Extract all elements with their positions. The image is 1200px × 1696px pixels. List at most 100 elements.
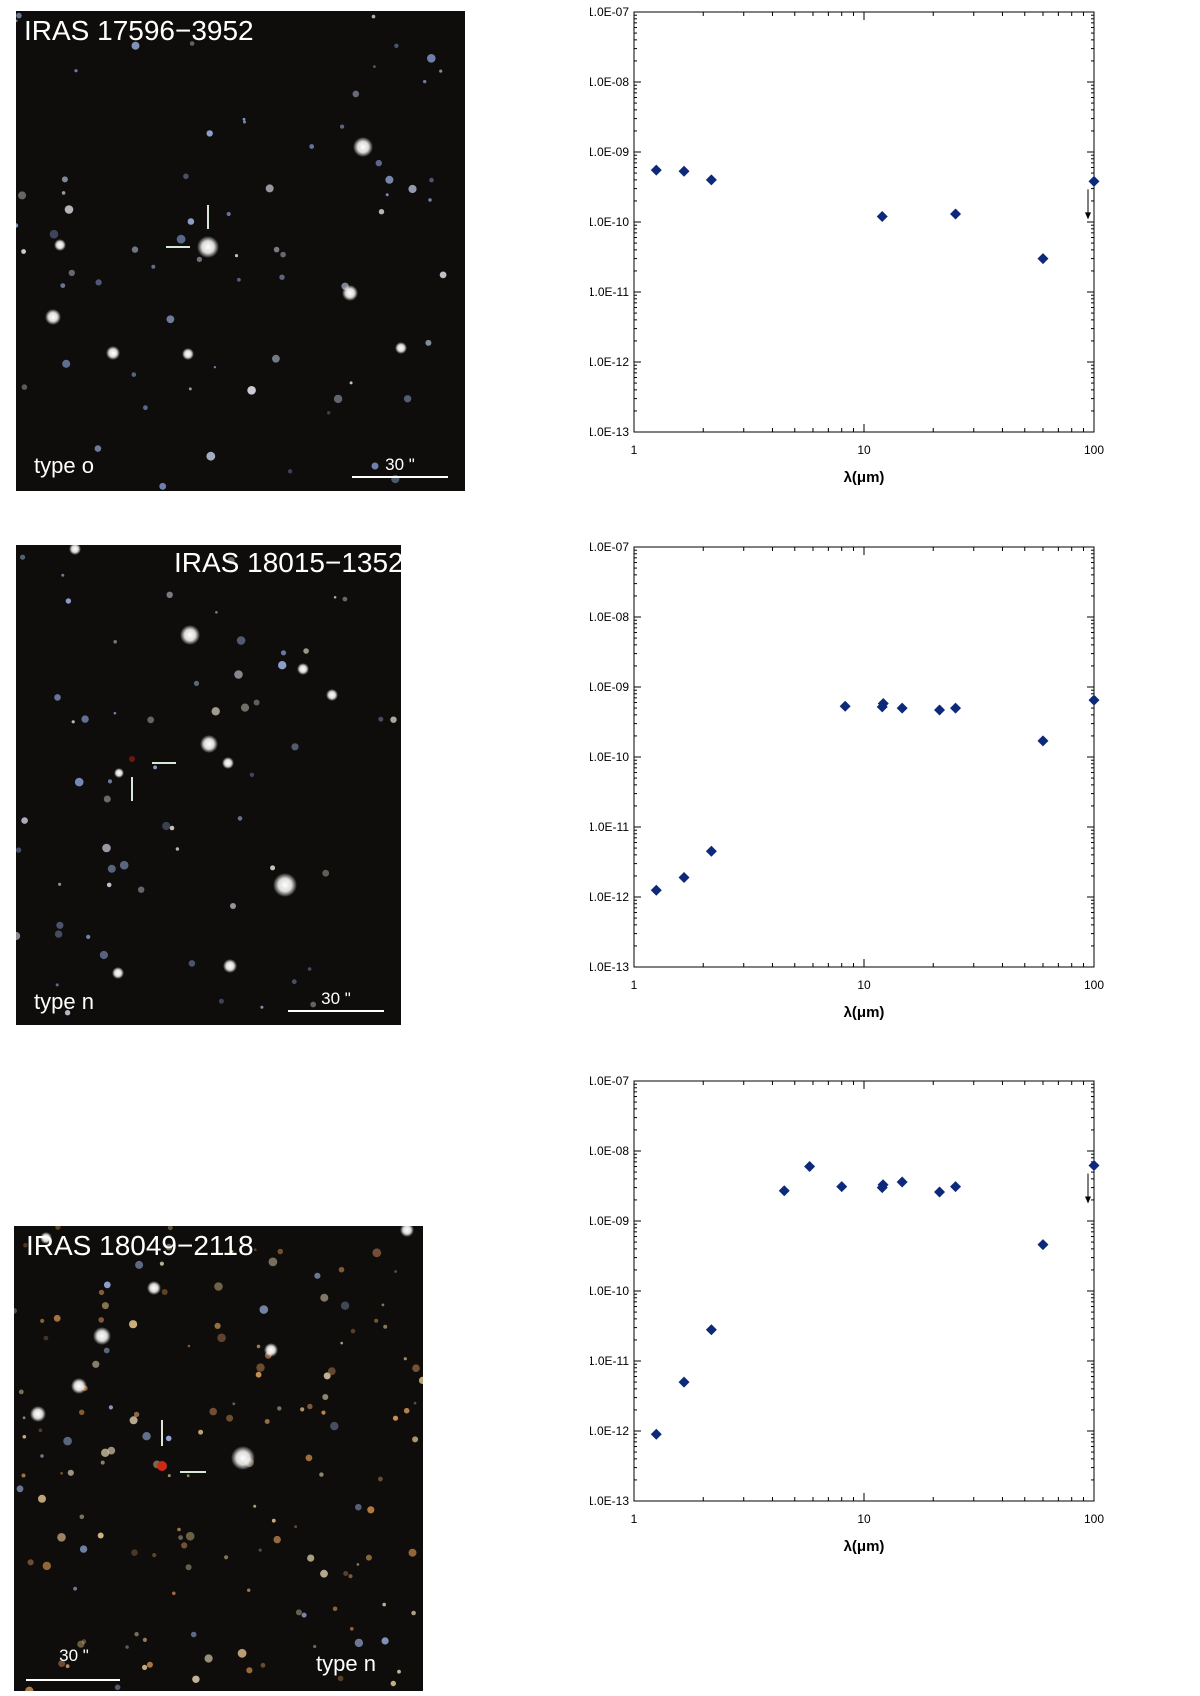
star [332,1606,338,1612]
star [247,386,256,395]
star [73,1586,77,1591]
star [310,1001,317,1008]
x-tick-label: 100 [1084,443,1104,457]
star-field-1 [16,12,448,490]
y-tick-label: 1.0E-11 [590,820,629,834]
bright-star [231,1446,255,1470]
data-point [934,704,946,716]
star [321,1410,326,1415]
star [63,1436,72,1446]
target-source [157,1461,167,1471]
star [101,1302,109,1310]
bright-star [273,873,297,897]
star [383,1324,388,1329]
star [243,120,246,124]
star [57,1533,66,1542]
x-tick-label: 10 [857,443,871,457]
star [279,274,285,280]
star [103,795,111,803]
star [374,1318,379,1323]
star [129,1416,138,1425]
star [49,229,59,239]
star [227,557,235,565]
image-title: IRAS 18049−2118 [26,1230,254,1261]
star [166,591,173,598]
star [58,1660,66,1667]
star [65,598,72,604]
star [291,743,299,751]
star [55,1226,61,1230]
star [21,249,26,254]
star [204,1654,213,1663]
star [355,1503,362,1511]
star [95,279,102,286]
star [16,931,21,941]
star [129,1320,138,1329]
star [103,1281,111,1289]
star [403,1357,407,1361]
star [94,445,102,452]
star [159,1261,164,1266]
y-tick-label: 1.0E-07 [590,5,629,19]
star [97,1532,104,1539]
bright-star [93,1327,111,1345]
star [215,611,218,614]
star [181,1542,188,1549]
star [294,1525,297,1529]
star [54,930,63,938]
star-field-3 [14,1226,423,1691]
star [382,1602,387,1607]
star [68,269,75,277]
y-tick-label: 1.0E-12 [590,1424,629,1438]
upper-limit-arrowhead [1085,1196,1091,1204]
star [131,1549,138,1556]
star [153,765,158,770]
star [198,1429,204,1435]
y-tick-label: 1.0E-12 [590,355,629,369]
star [211,707,220,716]
bright-star [30,1406,46,1422]
bright-star [200,735,218,753]
star [309,144,315,149]
star [226,211,231,217]
data-point [650,164,662,176]
bright-star [106,346,120,360]
star [350,1627,354,1631]
data-point [934,1186,946,1198]
star [193,680,200,686]
star [206,130,213,137]
star [165,1243,173,1251]
star [107,864,116,873]
star [172,1591,176,1596]
bright-star [71,1378,87,1394]
star [187,1344,191,1348]
star [74,69,78,73]
star [151,264,156,269]
data-point [836,1181,848,1193]
data-point [1088,175,1100,187]
star [165,1435,172,1442]
star [278,661,287,670]
image-type-label: type o [34,453,94,478]
sky-image-1: IRAS 17596−3952 type o 30 " [16,11,465,491]
star [224,1555,229,1560]
bright-star [69,545,81,555]
star [22,1435,27,1439]
image-type-label: type n [34,989,94,1014]
bright-star [180,625,200,645]
bright-star [342,285,358,301]
star [385,175,394,184]
bright-star [197,236,219,258]
star [114,1684,121,1691]
star [53,1314,61,1322]
star [77,1640,85,1648]
star [322,1394,329,1400]
star [133,1411,140,1418]
star [131,246,139,253]
sky-image-2: IRAS 18015−1352 type n 30 " [16,545,401,1025]
star [320,1569,328,1578]
data-point [705,1324,717,1336]
y-tick-label: 1.0E-13 [590,1494,629,1508]
star [256,1363,265,1372]
bright-star [182,348,194,360]
